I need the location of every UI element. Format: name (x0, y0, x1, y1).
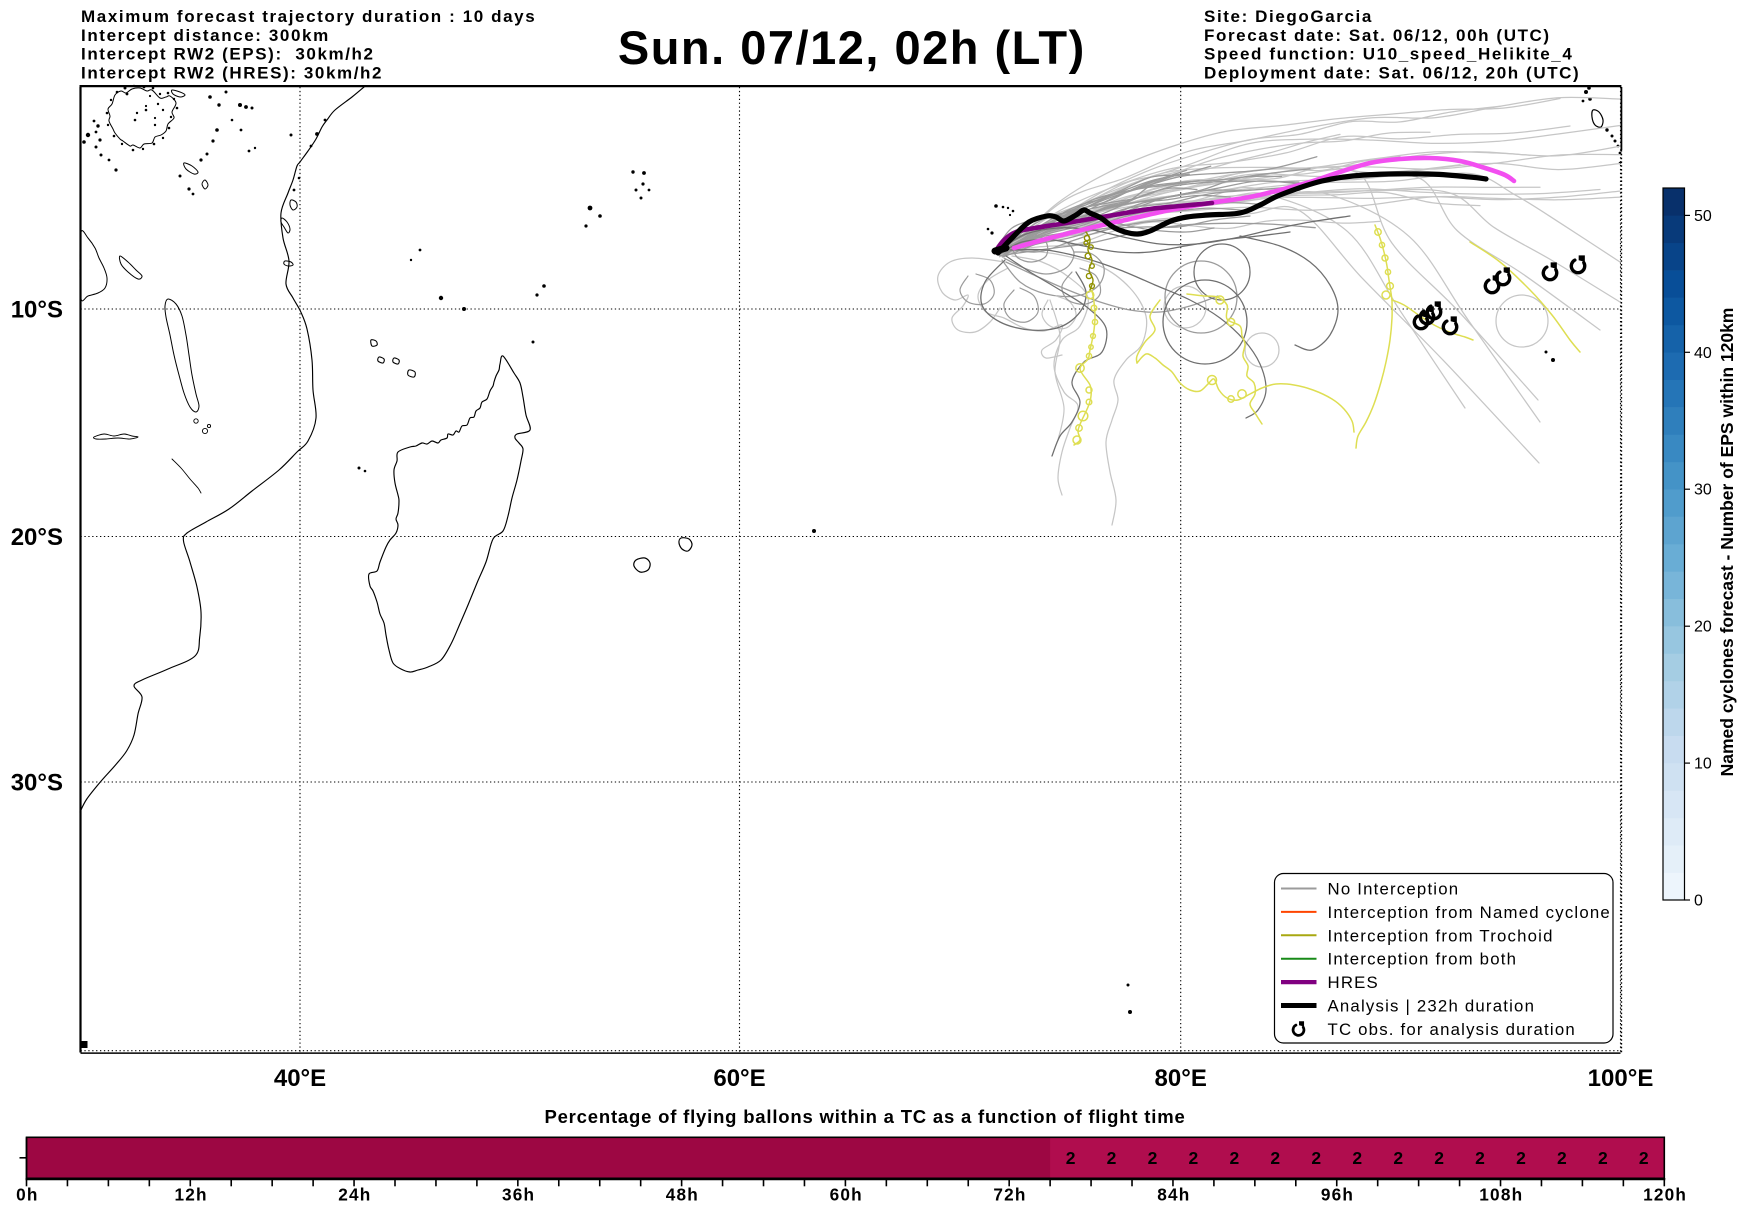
svg-text:20°S: 20°S (11, 524, 63, 551)
svg-text:Sun. 07/12, 02h (LT): Sun. 07/12, 02h (LT) (618, 21, 1086, 74)
svg-text:50: 50 (1694, 208, 1712, 225)
svg-text:Intercept distance: 300km: Intercept distance: 300km (81, 26, 330, 45)
svg-text:10°S: 10°S (11, 297, 63, 324)
svg-text:Speed function: U10_speed_Heli: Speed function: U10_speed_Helikite_4 (1204, 45, 1573, 64)
svg-text:Named cyclones forecast - Numb: Named cyclones forecast - Number of EPS … (1717, 308, 1737, 777)
svg-text:2: 2 (1557, 1148, 1567, 1168)
svg-text:2: 2 (1475, 1148, 1485, 1168)
svg-text:Intercept RW2 (HRES): 30km/h2: Intercept RW2 (HRES): 30km/h2 (81, 63, 383, 82)
svg-text:Deployment date: Sat. 06/12, 2: Deployment date: Sat. 06/12, 20h (UTC) (1204, 63, 1580, 82)
svg-text:Analysis | 232h duration: Analysis | 232h duration (1328, 997, 1536, 1016)
svg-text:2: 2 (1107, 1148, 1117, 1168)
svg-text:80°E: 80°E (1155, 1065, 1207, 1092)
svg-text:HRES: HRES (1328, 973, 1379, 992)
svg-text:120h: 120h (1643, 1185, 1687, 1205)
svg-text:36h: 36h (502, 1185, 535, 1205)
svg-text:20: 20 (1694, 619, 1712, 636)
svg-text:2: 2 (1639, 1148, 1649, 1168)
svg-text:2: 2 (1434, 1148, 1444, 1168)
svg-text:Interception from Named cyclon: Interception from Named cyclone (1328, 903, 1611, 922)
svg-text:Forecast date: Sat. 06/12, 00h: Forecast date: Sat. 06/12, 00h (UTC) (1204, 26, 1551, 45)
svg-text:TC obs. for analysis duration: TC obs. for analysis duration (1328, 1020, 1576, 1039)
svg-text:48h: 48h (666, 1185, 699, 1205)
svg-text:No Interception: No Interception (1328, 880, 1460, 899)
svg-text:10: 10 (1694, 756, 1712, 773)
svg-text:40: 40 (1694, 345, 1712, 362)
svg-text:96h: 96h (1321, 1185, 1354, 1205)
svg-text:30: 30 (1694, 482, 1712, 499)
svg-text:24h: 24h (338, 1185, 371, 1205)
svg-text:Site: DiegoGarcia: Site: DiegoGarcia (1204, 7, 1373, 26)
svg-text:60°E: 60°E (713, 1065, 765, 1092)
svg-text:108h: 108h (1479, 1185, 1523, 1205)
svg-text:Interception from Trochoid: Interception from Trochoid (1328, 926, 1554, 945)
svg-text:72h: 72h (993, 1185, 1026, 1205)
svg-text:2: 2 (1066, 1148, 1076, 1168)
svg-text:60h: 60h (830, 1185, 863, 1205)
svg-text:Intercept RW2 (EPS): 30km/h2: Intercept RW2 (EPS): 30km/h2 (81, 45, 375, 64)
svg-text:12h: 12h (174, 1185, 207, 1205)
svg-text:Maximum forecast trajectory du: Maximum forecast trajectory duration : 1… (81, 7, 536, 26)
svg-text:2: 2 (1352, 1148, 1362, 1168)
svg-text:0h: 0h (16, 1185, 38, 1205)
svg-text:2: 2 (1311, 1148, 1321, 1168)
svg-text:84h: 84h (1157, 1185, 1190, 1205)
svg-text:30°S: 30°S (11, 770, 63, 797)
svg-text:100°E: 100°E (1588, 1065, 1654, 1092)
svg-text:2: 2 (1230, 1148, 1240, 1168)
svg-text:2: 2 (1516, 1148, 1526, 1168)
svg-text:2: 2 (1189, 1148, 1199, 1168)
svg-text:2: 2 (1598, 1148, 1608, 1168)
svg-text:2: 2 (1393, 1148, 1403, 1168)
svg-text:Percentage of flying ballons w: Percentage of flying ballons within a TC… (544, 1106, 1185, 1127)
svg-text:0: 0 (1694, 893, 1703, 910)
svg-text:Interception from both: Interception from both (1328, 950, 1518, 969)
svg-text:2: 2 (1270, 1148, 1280, 1168)
svg-text:2: 2 (1148, 1148, 1158, 1168)
svg-text:40°E: 40°E (274, 1065, 326, 1092)
